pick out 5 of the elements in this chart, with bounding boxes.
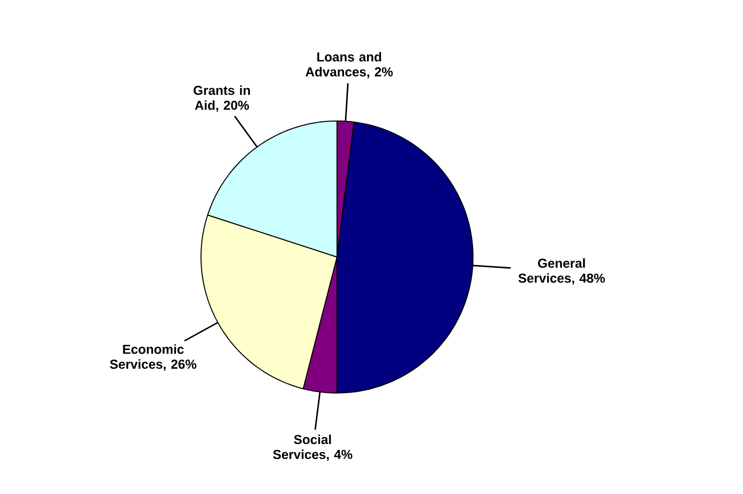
slice-label: Social Services, 4% bbox=[273, 434, 352, 461]
slice-label: Loans and Advances, 2% bbox=[306, 52, 393, 78]
slice-label: General Services, 48% bbox=[518, 258, 605, 285]
slice-label: Grants in Aid, 20% bbox=[194, 85, 250, 112]
slice-label: Economic Services, 26% bbox=[110, 344, 196, 371]
